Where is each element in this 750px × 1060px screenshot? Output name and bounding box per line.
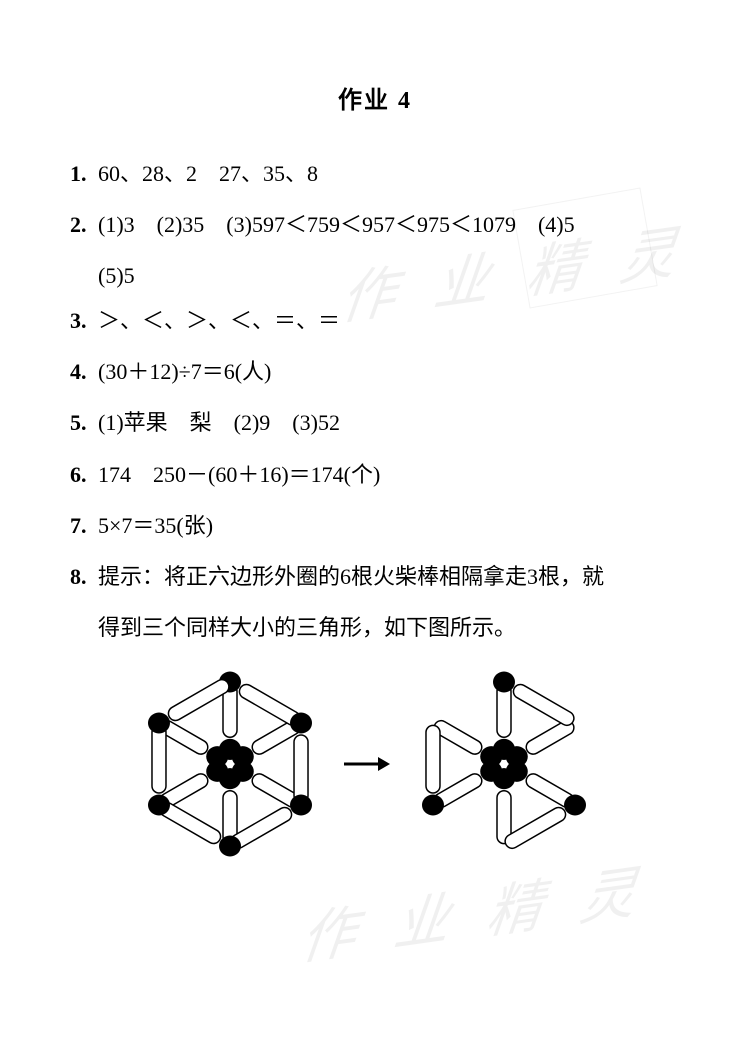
question-1: 1. 60、28、2 27、35、8: [70, 151, 680, 196]
q8-number: 8.: [70, 554, 98, 599]
arrow-icon: [342, 744, 392, 784]
question-2: 2. (1)3 (2)35 (3)597＜759＜957＜975＜1079 (4…: [70, 202, 680, 247]
q3-number: 3.: [70, 298, 98, 343]
q2-line2: (5)5: [70, 253, 680, 298]
q1-number: 1.: [70, 151, 98, 196]
hexagon-figure: [130, 664, 330, 864]
q5-text: (1)苹果 梨 (2)9 (3)52: [98, 400, 680, 445]
question-7: 7. 5×7＝35(张): [70, 503, 680, 548]
q7-number: 7.: [70, 503, 98, 548]
q8-line2: 得到三个同样大小的三角形，如下图所示。: [70, 605, 680, 650]
q4-text: (30＋12)÷7＝6(人): [98, 349, 680, 394]
q2-line1: (1)3 (2)35 (3)597＜759＜957＜975＜1079 (4)5: [98, 202, 680, 247]
q6-text: 174 250－(60＋16)＝174(个): [98, 452, 680, 497]
question-3: 3. ＞、＜、＞、＜、＝、＝: [70, 298, 680, 343]
q8-line1: 提示：将正六边形外圈的6根火柴棒相隔拿走3根，就: [98, 554, 680, 599]
q3-text: ＞、＜、＞、＜、＝、＝: [98, 298, 680, 343]
triangles-figure: [404, 664, 604, 864]
question-6: 6. 174 250－(60＋16)＝174(个): [70, 452, 680, 497]
q4-number: 4.: [70, 349, 98, 394]
figure-row: [70, 664, 680, 864]
question-4: 4. (30＋12)÷7＝6(人): [70, 349, 680, 394]
q5-number: 5.: [70, 400, 98, 445]
q7-text: 5×7＝35(张): [98, 503, 680, 548]
page: 作业 4 1. 60、28、2 27、35、8 2. (1)3 (2)35 (3…: [0, 0, 750, 904]
page-title: 作业 4: [70, 80, 680, 115]
q1-text: 60、28、2 27、35、8: [98, 151, 680, 196]
question-5: 5. (1)苹果 梨 (2)9 (3)52: [70, 400, 680, 445]
q6-number: 6.: [70, 452, 98, 497]
q2-number: 2.: [70, 202, 98, 247]
question-8: 8. 提示：将正六边形外圈的6根火柴棒相隔拿走3根，就: [70, 554, 680, 599]
